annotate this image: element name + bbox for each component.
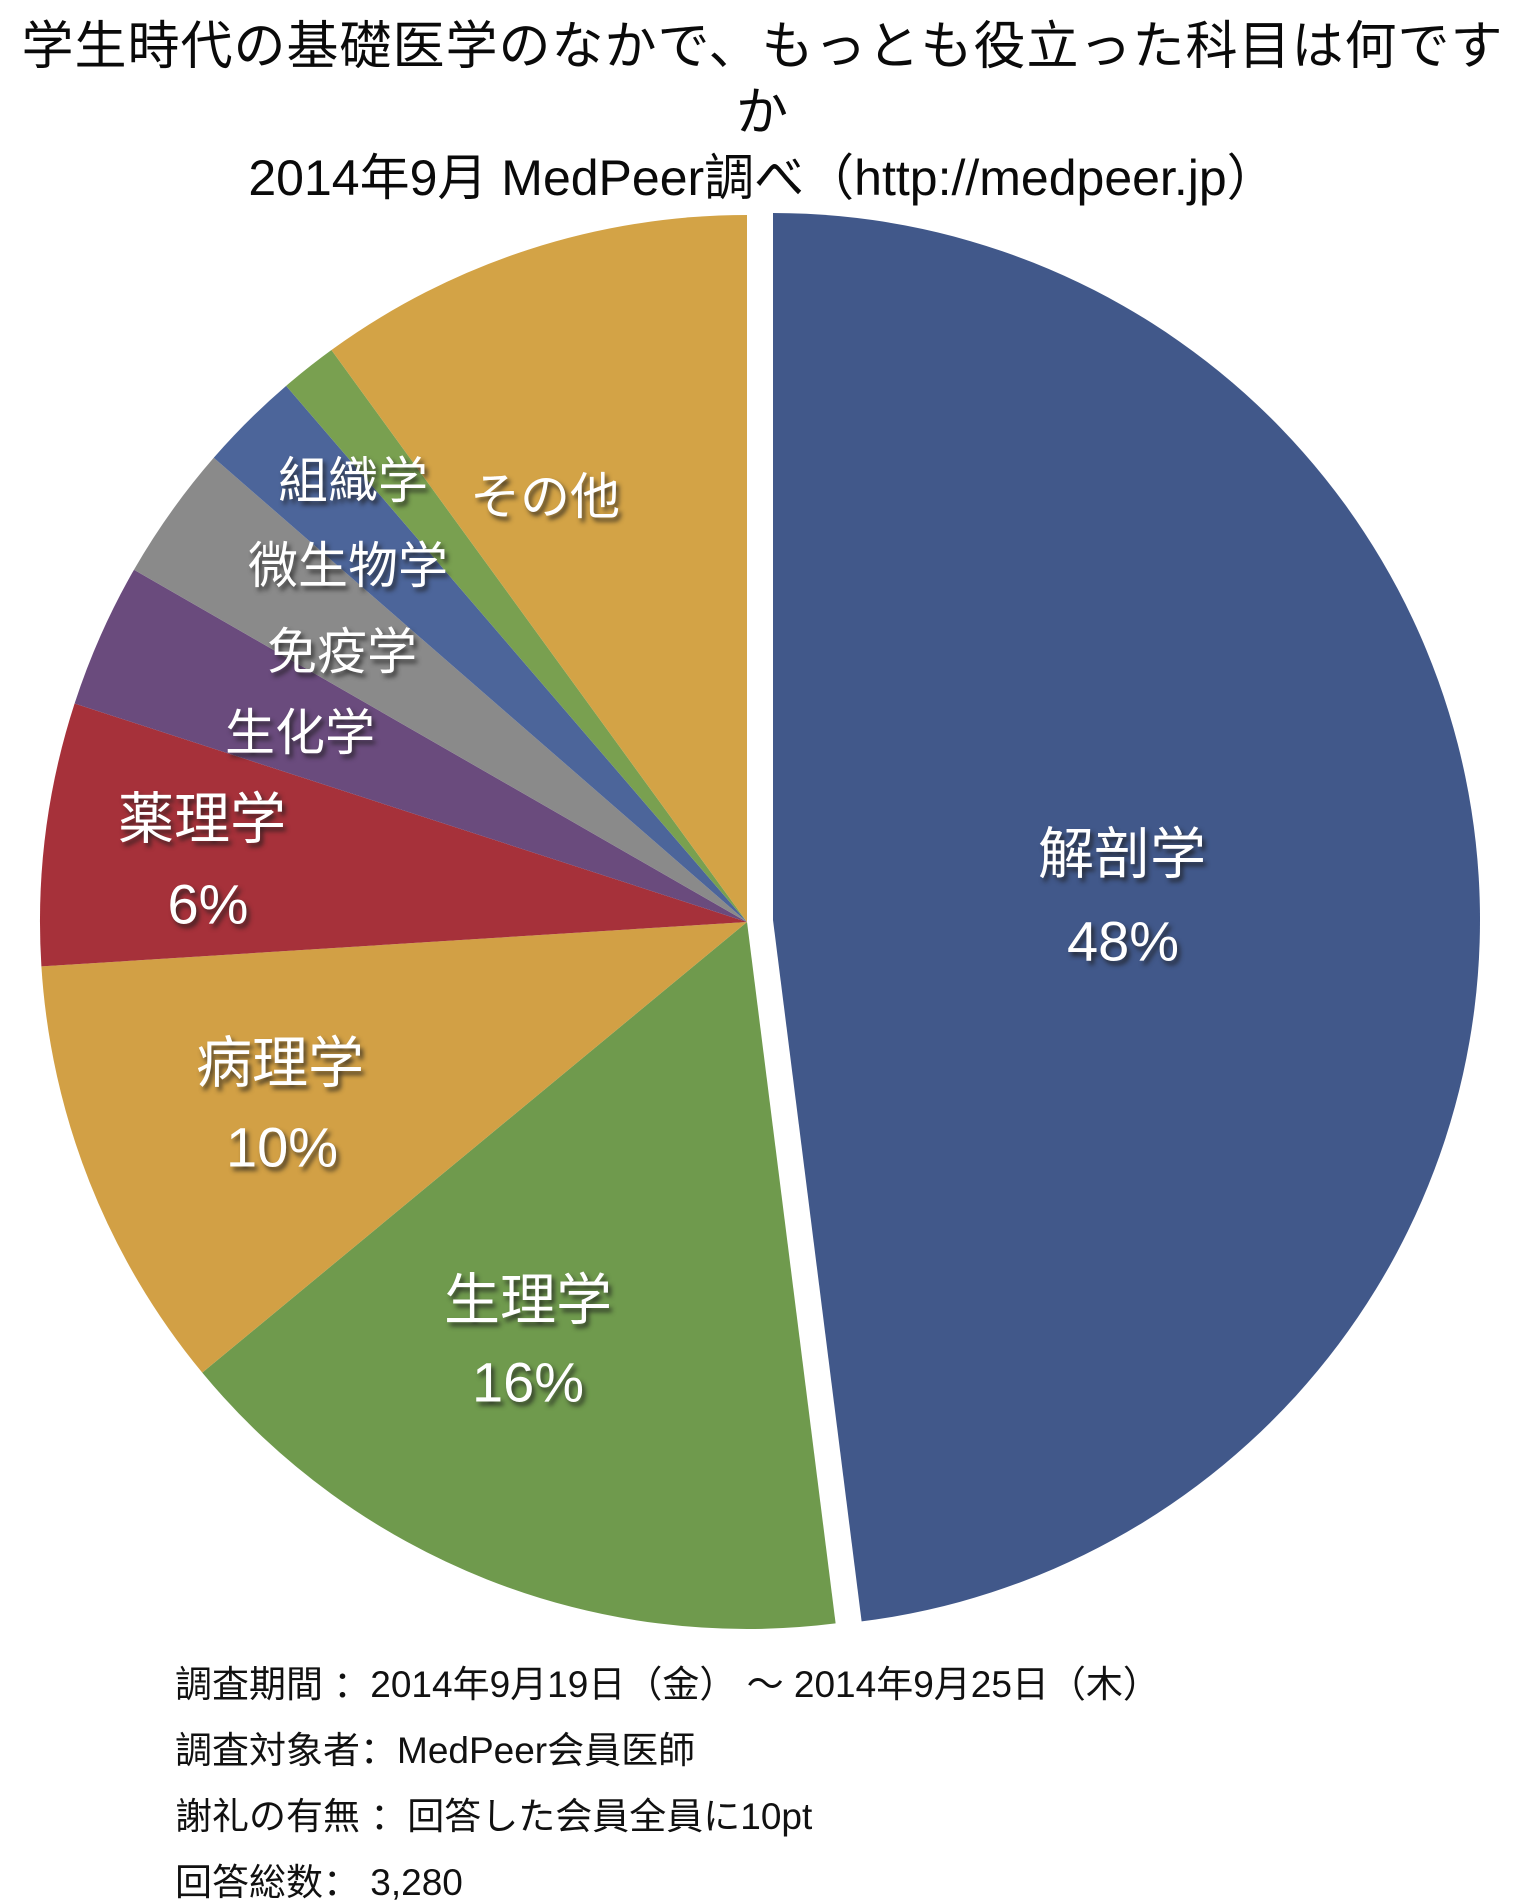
survey-info: 調査期間 ：2014年9月19日（金） ～ 2014年9月25日（木） 調査対象…: [175, 1652, 1160, 1904]
pie-slice-4: [74, 569, 748, 922]
survey-subjects: 調査対象者：MedPeer会員医師: [175, 1730, 696, 1771]
pie-slice-8: [331, 215, 747, 922]
chart-title: 学生時代の基礎医学のなかで、もっとも役立った科目は何ですか: [21, 18, 1504, 142]
pie-slice-6: [213, 385, 748, 922]
pie-slice-2: [41, 922, 748, 1373]
pie-slice-5: [133, 457, 747, 922]
survey-total-responses: 回答総数： 3,280: [175, 1862, 463, 1903]
chart-subtitle: 2014年9月 MedPeer調べ（http://medpeer.jp）: [248, 150, 1277, 206]
pie-slice-0: [773, 213, 1481, 1622]
pie-slice-3: [40, 703, 748, 967]
chart-title-block: 学生時代の基礎医学のなかで、もっとも役立った科目は何ですか 2014年9月 Me…: [0, 14, 1525, 210]
survey-period: 調査期間 ：2014年9月19日（金） ～ 2014年9月25日（木）: [175, 1664, 1160, 1705]
pie-slice-1: [202, 922, 836, 1629]
pie-slice-7: [286, 350, 747, 922]
survey-reward: 謝礼の有無 ：回答した会員全員に10pt: [175, 1796, 813, 1837]
